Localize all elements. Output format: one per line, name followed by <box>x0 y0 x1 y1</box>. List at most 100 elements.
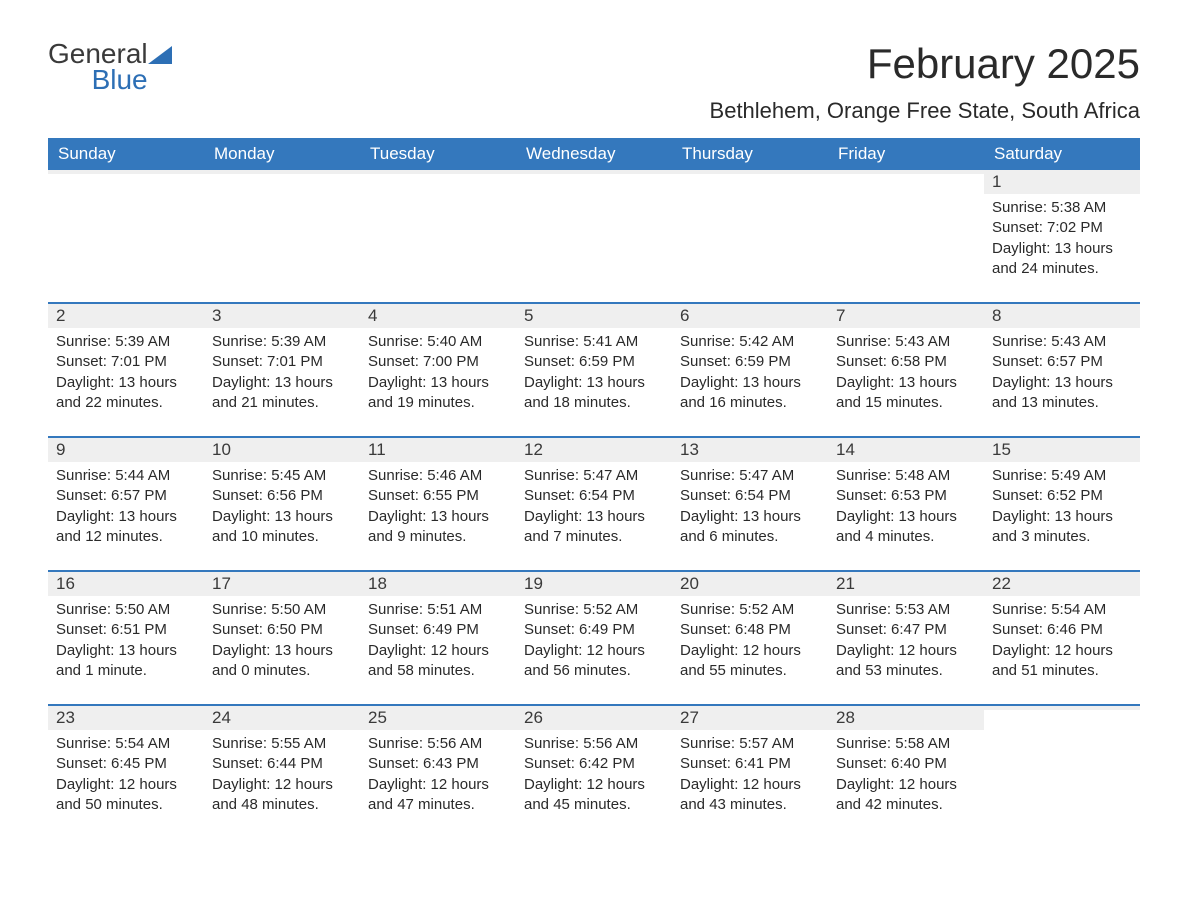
daylight-text: Daylight: 13 hours and 4 minutes. <box>836 507 976 548</box>
sunset-text: Sunset: 6:43 PM <box>368 754 508 774</box>
calendar-cell: 6Sunrise: 5:42 AMSunset: 6:59 PMDaylight… <box>672 304 828 422</box>
sunrise-text: Sunrise: 5:48 AM <box>836 466 976 486</box>
sunrise-text: Sunrise: 5:55 AM <box>212 734 352 754</box>
daylight-text: Daylight: 13 hours and 19 minutes. <box>368 373 508 414</box>
sunrise-text: Sunrise: 5:40 AM <box>368 332 508 352</box>
daylight-text: Daylight: 12 hours and 48 minutes. <box>212 775 352 816</box>
cell-body: Sunrise: 5:38 AMSunset: 7:02 PMDaylight:… <box>984 194 1140 279</box>
daylight-text: Daylight: 13 hours and 12 minutes. <box>56 507 196 548</box>
sunrise-text: Sunrise: 5:42 AM <box>680 332 820 352</box>
daylight-text: Daylight: 13 hours and 9 minutes. <box>368 507 508 548</box>
day-number: 28 <box>828 706 984 730</box>
daylight-text: Daylight: 12 hours and 50 minutes. <box>56 775 196 816</box>
calendar-cell: 19Sunrise: 5:52 AMSunset: 6:49 PMDayligh… <box>516 572 672 690</box>
calendar-cell: 3Sunrise: 5:39 AMSunset: 7:01 PMDaylight… <box>204 304 360 422</box>
calendar-cell: 12Sunrise: 5:47 AMSunset: 6:54 PMDayligh… <box>516 438 672 556</box>
day-header: Saturday <box>984 138 1140 170</box>
daylight-text: Daylight: 12 hours and 55 minutes. <box>680 641 820 682</box>
day-number: 23 <box>48 706 204 730</box>
sunrise-text: Sunrise: 5:46 AM <box>368 466 508 486</box>
cell-body: Sunrise: 5:50 AMSunset: 6:50 PMDaylight:… <box>204 596 360 681</box>
calendar-cell: 7Sunrise: 5:43 AMSunset: 6:58 PMDaylight… <box>828 304 984 422</box>
calendar-cell: 25Sunrise: 5:56 AMSunset: 6:43 PMDayligh… <box>360 706 516 824</box>
cell-body: Sunrise: 5:55 AMSunset: 6:44 PMDaylight:… <box>204 730 360 815</box>
day-header: Friday <box>828 138 984 170</box>
calendar-cell: 10Sunrise: 5:45 AMSunset: 6:56 PMDayligh… <box>204 438 360 556</box>
sunset-text: Sunset: 6:59 PM <box>524 352 664 372</box>
calendar-cell <box>828 170 984 288</box>
calendar-cell <box>672 170 828 288</box>
calendar-cell <box>984 706 1140 824</box>
daylight-text: Daylight: 12 hours and 42 minutes. <box>836 775 976 816</box>
day-number: 17 <box>204 572 360 596</box>
sunrise-text: Sunrise: 5:50 AM <box>56 600 196 620</box>
daylight-text: Daylight: 13 hours and 13 minutes. <box>992 373 1132 414</box>
daylight-text: Daylight: 12 hours and 47 minutes. <box>368 775 508 816</box>
day-number: 8 <box>984 304 1140 328</box>
cell-body: Sunrise: 5:43 AMSunset: 6:58 PMDaylight:… <box>828 328 984 413</box>
sunset-text: Sunset: 7:01 PM <box>212 352 352 372</box>
sunrise-text: Sunrise: 5:52 AM <box>680 600 820 620</box>
day-number: 20 <box>672 572 828 596</box>
calendar-cell: 9Sunrise: 5:44 AMSunset: 6:57 PMDaylight… <box>48 438 204 556</box>
daylight-text: Daylight: 12 hours and 43 minutes. <box>680 775 820 816</box>
cell-body: Sunrise: 5:54 AMSunset: 6:45 PMDaylight:… <box>48 730 204 815</box>
sunset-text: Sunset: 6:46 PM <box>992 620 1132 640</box>
sunrise-text: Sunrise: 5:41 AM <box>524 332 664 352</box>
calendar-cell: 20Sunrise: 5:52 AMSunset: 6:48 PMDayligh… <box>672 572 828 690</box>
day-number: 14 <box>828 438 984 462</box>
cell-body: Sunrise: 5:46 AMSunset: 6:55 PMDaylight:… <box>360 462 516 547</box>
daylight-text: Daylight: 12 hours and 56 minutes. <box>524 641 664 682</box>
calendar-cell: 2Sunrise: 5:39 AMSunset: 7:01 PMDaylight… <box>48 304 204 422</box>
calendar-cell: 4Sunrise: 5:40 AMSunset: 7:00 PMDaylight… <box>360 304 516 422</box>
calendar-week: 2Sunrise: 5:39 AMSunset: 7:01 PMDaylight… <box>48 302 1140 422</box>
sunset-text: Sunset: 7:02 PM <box>992 218 1132 238</box>
daylight-text: Daylight: 12 hours and 58 minutes. <box>368 641 508 682</box>
sunset-text: Sunset: 6:57 PM <box>992 352 1132 372</box>
sunset-text: Sunset: 6:44 PM <box>212 754 352 774</box>
sunset-text: Sunset: 6:53 PM <box>836 486 976 506</box>
cell-body: Sunrise: 5:57 AMSunset: 6:41 PMDaylight:… <box>672 730 828 815</box>
day-header: Wednesday <box>516 138 672 170</box>
logo-text: General Blue <box>48 40 148 94</box>
cell-body: Sunrise: 5:54 AMSunset: 6:46 PMDaylight:… <box>984 596 1140 681</box>
calendar-cell: 5Sunrise: 5:41 AMSunset: 6:59 PMDaylight… <box>516 304 672 422</box>
cell-body: Sunrise: 5:47 AMSunset: 6:54 PMDaylight:… <box>672 462 828 547</box>
sunset-text: Sunset: 6:50 PM <box>212 620 352 640</box>
calendar-cell: 1Sunrise: 5:38 AMSunset: 7:02 PMDaylight… <box>984 170 1140 288</box>
calendar-cell: 23Sunrise: 5:54 AMSunset: 6:45 PMDayligh… <box>48 706 204 824</box>
cell-body: Sunrise: 5:53 AMSunset: 6:47 PMDaylight:… <box>828 596 984 681</box>
daylight-text: Daylight: 13 hours and 15 minutes. <box>836 373 976 414</box>
day-number: 27 <box>672 706 828 730</box>
page-title: February 2025 <box>867 40 1140 88</box>
sunset-text: Sunset: 7:00 PM <box>368 352 508 372</box>
daylight-text: Daylight: 12 hours and 45 minutes. <box>524 775 664 816</box>
calendar-cell: 17Sunrise: 5:50 AMSunset: 6:50 PMDayligh… <box>204 572 360 690</box>
sunrise-text: Sunrise: 5:39 AM <box>56 332 196 352</box>
location-subtitle: Bethlehem, Orange Free State, South Afri… <box>48 98 1140 124</box>
sunrise-text: Sunrise: 5:58 AM <box>836 734 976 754</box>
cell-body: Sunrise: 5:58 AMSunset: 6:40 PMDaylight:… <box>828 730 984 815</box>
day-number: 16 <box>48 572 204 596</box>
cell-body: Sunrise: 5:56 AMSunset: 6:43 PMDaylight:… <box>360 730 516 815</box>
daylight-text: Daylight: 13 hours and 1 minute. <box>56 641 196 682</box>
day-number: 7 <box>828 304 984 328</box>
calendar-cell: 18Sunrise: 5:51 AMSunset: 6:49 PMDayligh… <box>360 572 516 690</box>
calendar-cell: 13Sunrise: 5:47 AMSunset: 6:54 PMDayligh… <box>672 438 828 556</box>
sunset-text: Sunset: 6:52 PM <box>992 486 1132 506</box>
daylight-text: Daylight: 13 hours and 24 minutes. <box>992 239 1132 280</box>
day-number <box>204 170 360 174</box>
sunset-text: Sunset: 6:40 PM <box>836 754 976 774</box>
day-number <box>984 706 1140 710</box>
calendar-cell: 21Sunrise: 5:53 AMSunset: 6:47 PMDayligh… <box>828 572 984 690</box>
weeks-container: 1Sunrise: 5:38 AMSunset: 7:02 PMDaylight… <box>48 170 1140 824</box>
day-number: 10 <box>204 438 360 462</box>
calendar-cell: 22Sunrise: 5:54 AMSunset: 6:46 PMDayligh… <box>984 572 1140 690</box>
sunrise-text: Sunrise: 5:57 AM <box>680 734 820 754</box>
sunset-text: Sunset: 6:45 PM <box>56 754 196 774</box>
day-headers-row: Sunday Monday Tuesday Wednesday Thursday… <box>48 138 1140 170</box>
day-header: Tuesday <box>360 138 516 170</box>
calendar-cell: 28Sunrise: 5:58 AMSunset: 6:40 PMDayligh… <box>828 706 984 824</box>
daylight-text: Daylight: 13 hours and 6 minutes. <box>680 507 820 548</box>
cell-body: Sunrise: 5:41 AMSunset: 6:59 PMDaylight:… <box>516 328 672 413</box>
